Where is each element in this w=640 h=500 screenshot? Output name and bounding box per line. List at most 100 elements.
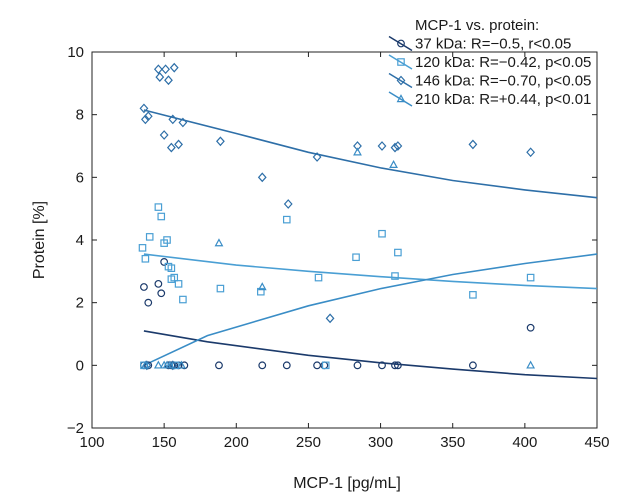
data-point-triangle <box>526 360 536 369</box>
data-point-diamond <box>178 117 188 128</box>
data-point-square <box>138 244 147 252</box>
data-point-diamond <box>390 142 400 153</box>
x-tick-label: 400 <box>512 434 537 451</box>
data-point-circle <box>140 283 148 291</box>
y-tick-label: 4 <box>76 232 84 249</box>
data-point-circle <box>215 361 223 370</box>
legend-marker-circle <box>397 39 405 48</box>
data-point-square <box>378 229 386 238</box>
data-point-square <box>352 253 360 262</box>
x-tick-label: 350 <box>440 434 465 451</box>
legend-entry: 210 kDa: R=+0.44, p<0.01 <box>415 91 591 108</box>
legend-line-diamond <box>388 72 413 89</box>
data-point-diamond <box>283 199 293 209</box>
data-point-triangle <box>214 238 224 247</box>
data-point-square <box>174 280 183 288</box>
x-tick-label: 300 <box>368 434 393 451</box>
data-point-diamond <box>377 141 387 151</box>
data-point-triangle <box>165 360 175 369</box>
data-point-circle <box>393 361 402 370</box>
data-point-triangle <box>353 147 362 156</box>
data-point-circle <box>313 361 321 370</box>
legend-line-triangle <box>388 91 413 107</box>
x-tick-label: 450 <box>584 434 609 451</box>
data-point-square <box>391 272 399 280</box>
data-point-square <box>216 284 225 293</box>
data-point-diamond <box>174 139 183 150</box>
data-point-square <box>141 255 150 263</box>
data-point-diamond <box>139 103 149 114</box>
data-point-diamond <box>257 172 267 183</box>
data-point-diamond <box>140 114 150 125</box>
data-point-diamond <box>166 142 176 153</box>
y-tick-label: −2 <box>67 420 84 437</box>
legend-line-circle <box>388 35 413 52</box>
data-point-diamond <box>168 360 178 371</box>
data-point-square <box>469 291 477 299</box>
y-tick-label: 6 <box>76 169 84 186</box>
data-point-circle <box>526 323 535 332</box>
x-tick-label: 100 <box>79 434 104 451</box>
data-point-square <box>321 361 330 370</box>
legend: MCP-1 vs. protein: 37 kDa: R=−0.5, r<0.05… <box>388 17 591 108</box>
x-tick-label: 150 <box>152 434 177 451</box>
data-point-square <box>163 236 171 244</box>
data-point-circle <box>180 361 189 370</box>
data-point-diamond <box>153 64 163 75</box>
data-point-square <box>145 233 154 241</box>
data-point-diamond <box>393 141 403 151</box>
data-points-group <box>138 62 536 371</box>
fit-lines-group <box>143 109 598 380</box>
legend-marker-triangle <box>396 94 406 103</box>
legend-entry: 146 kDa: R=−0.70, p<0.05 <box>415 73 591 90</box>
data-point-square <box>179 295 187 304</box>
fit-line-triangle <box>143 253 598 367</box>
y-tick-label: 10 <box>67 44 84 61</box>
legend-entry: 37 kDa: R=−0.5, r<0.05 <box>415 36 571 53</box>
data-point-square <box>526 273 535 282</box>
data-point-square <box>170 273 179 282</box>
legend-marker-square <box>397 58 405 66</box>
data-point-triangle <box>389 159 398 168</box>
data-point-diamond <box>159 130 169 140</box>
data-point-triangle <box>177 360 186 369</box>
data-point-diamond <box>526 147 536 158</box>
x-axis-title: MCP-1 [pg/mL] <box>293 475 401 492</box>
data-point-diamond <box>155 72 165 82</box>
data-point-square <box>154 203 163 211</box>
data-point-triangle <box>140 360 150 369</box>
legend-entry: 120 kDa: R=−0.42, p<0.05 <box>415 54 591 71</box>
fit-line-square <box>143 253 598 290</box>
data-point-diamond <box>325 313 335 324</box>
data-point-circle <box>144 298 153 307</box>
data-point-circle <box>282 361 291 370</box>
y-axis-title: Protein [%] <box>31 201 48 279</box>
data-point-circle <box>154 279 163 288</box>
data-point-diamond <box>353 141 362 151</box>
legend-title: MCP-1 vs. protein: <box>415 17 539 34</box>
data-point-square <box>257 287 265 296</box>
legend-marker-diamond <box>396 75 406 86</box>
data-point-circle <box>160 258 169 266</box>
data-point-circle <box>469 361 477 370</box>
data-point-diamond <box>143 111 153 122</box>
x-tick-label: 250 <box>296 434 321 451</box>
data-point-circle <box>353 361 362 370</box>
legend-line-square <box>388 54 413 70</box>
fit-line-circle <box>143 330 598 380</box>
y-tick-label: 2 <box>76 295 84 312</box>
data-point-triangle <box>153 360 163 369</box>
data-point-square <box>157 212 166 221</box>
fit-line-diamond <box>143 109 598 199</box>
data-point-diamond <box>161 64 170 75</box>
data-point-diamond <box>168 114 178 125</box>
data-point-diamond <box>169 62 179 73</box>
data-point-diamond <box>164 75 173 86</box>
data-point-circle <box>144 361 153 370</box>
data-point-circle <box>157 289 166 298</box>
data-point-diamond <box>312 152 322 162</box>
data-point-diamond <box>216 136 225 147</box>
axes-group: 100 150 200 250 300 350 400 450 −2 0 2 4 6 8 10 <box>67 44 610 451</box>
data-point-diamond <box>468 139 478 150</box>
